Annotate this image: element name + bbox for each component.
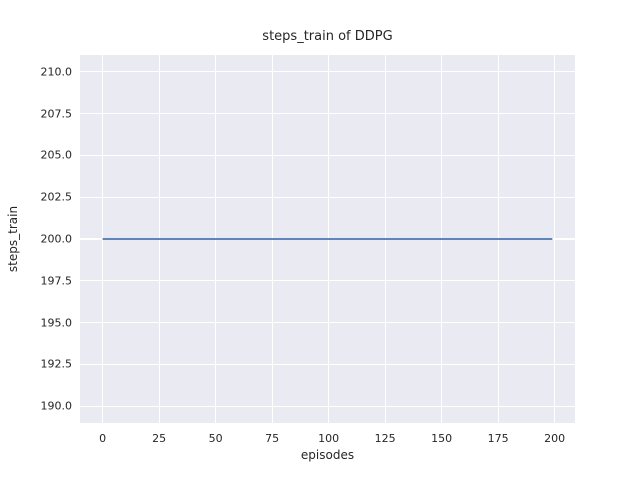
chart-title: steps_train of DDPG [262, 29, 393, 44]
x-tick-label: 125 [374, 432, 396, 445]
plot-area [80, 55, 575, 423]
x-tick-label: 0 [99, 432, 107, 445]
gridline-horizontal [80, 322, 575, 324]
y-tick-label: 202.5 [40, 190, 73, 204]
gridline-vertical [554, 55, 556, 423]
x-tick-label: 100 [318, 432, 340, 445]
gridline-vertical [102, 55, 104, 423]
y-tick-label: 210.0 [40, 65, 73, 79]
x-tick-label: 150 [431, 432, 453, 445]
gridline-vertical [158, 55, 160, 423]
gridline-horizontal [80, 196, 575, 198]
x-axis-label: episodes [300, 448, 355, 462]
y-tick-label: 205.0 [40, 148, 73, 162]
y-tick-label: 207.5 [40, 107, 73, 121]
x-tick-label: 50 [208, 432, 223, 445]
gridline-vertical [441, 55, 443, 423]
gridline-horizontal [80, 363, 575, 366]
gridline-horizontal [80, 112, 575, 115]
gridline-vertical [384, 55, 386, 423]
x-tick-label: 200 [544, 432, 566, 445]
gridline-horizontal [80, 405, 575, 407]
y-tick-label: 192.5 [40, 357, 73, 371]
x-tick-label: 25 [152, 432, 167, 445]
x-tick-label: 175 [487, 432, 509, 445]
x-tick-label: 75 [265, 432, 280, 445]
gridline-vertical [215, 55, 217, 423]
gridline-horizontal [80, 280, 575, 282]
y-tick-label: 190.0 [40, 399, 73, 413]
gridline-horizontal [80, 71, 575, 73]
gridline-vertical [271, 55, 273, 423]
y-tick-label: 197.5 [40, 274, 73, 288]
y-tick-label: 195.0 [40, 316, 73, 330]
y-axis-label: steps_train [6, 205, 20, 273]
gridline-horizontal [80, 154, 575, 156]
gridline-vertical [497, 55, 499, 423]
gridline-vertical [328, 55, 330, 423]
y-tick-label: 200.0 [40, 232, 73, 246]
